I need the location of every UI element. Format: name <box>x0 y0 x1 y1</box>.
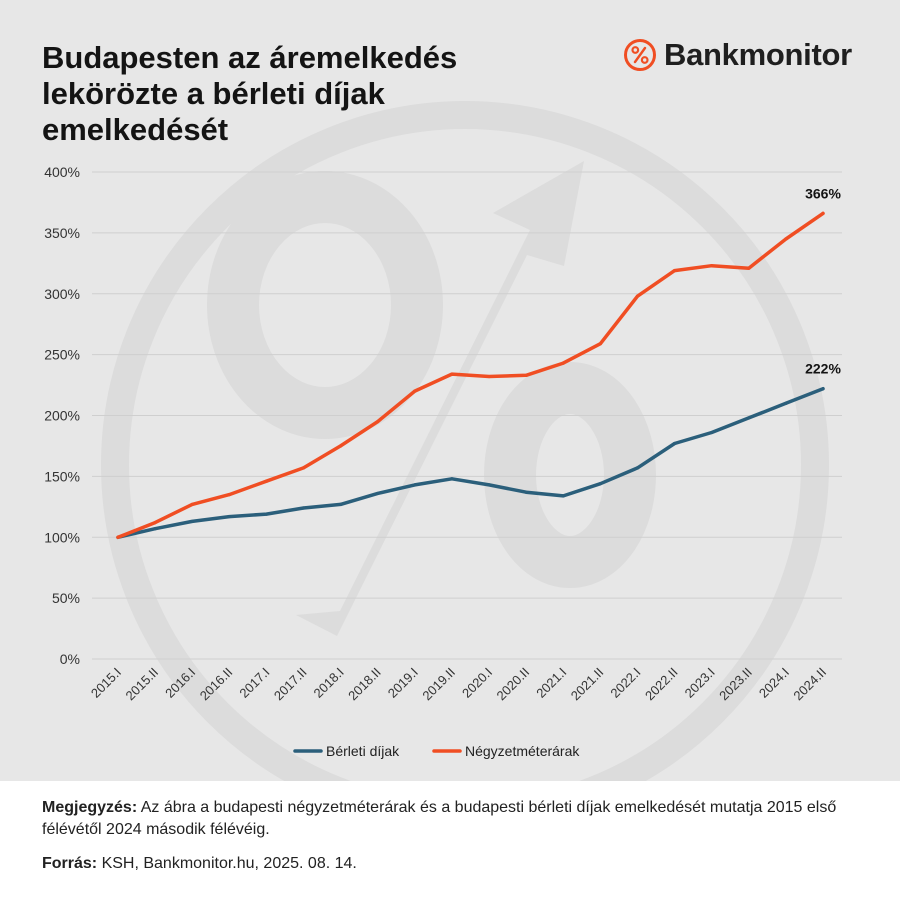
x-tick-label: 2018.I <box>311 665 347 701</box>
series-1-point <box>635 294 640 298</box>
chart-footer: Megjegyzés: Az ábra a budapesti négyzetm… <box>42 797 862 875</box>
series-1-point <box>524 373 528 377</box>
line-chart: 0% 50% 100% 150% 200% 250% 300% 350% 400% 2015.I… <box>44 101 842 781</box>
series-0-point <box>264 512 269 516</box>
x-tick-label: 2024.II <box>790 665 829 704</box>
series-0-point <box>376 491 380 496</box>
series-0-point <box>821 387 825 391</box>
series-0-point <box>561 494 565 498</box>
series-0-point <box>301 506 306 510</box>
series-0-point <box>784 401 788 405</box>
series-1-point <box>339 444 343 448</box>
x-tick-label: 2021.I <box>533 665 569 701</box>
source-text: KSH, Bankmonitor.hu, 2025. 08. 14. <box>97 855 357 872</box>
series-0-point <box>672 441 677 446</box>
x-tick-label: 2020.II <box>494 665 533 704</box>
series-1-line <box>116 211 825 540</box>
series-0-point <box>710 430 714 435</box>
series-0-end-label: 222% <box>805 361 841 377</box>
footnote: Megjegyzés: Az ábra a budapesti négyzetm… <box>42 797 862 841</box>
x-tick-label: 2019.II <box>419 665 458 704</box>
series-1-point <box>487 374 491 379</box>
series-1-point <box>747 266 751 270</box>
x-tick-label: 2017.I <box>236 665 272 701</box>
series-0-point <box>413 483 417 487</box>
series-1-point <box>153 521 157 525</box>
y-tick-label: 250% <box>44 347 80 363</box>
series-1-point <box>821 211 825 215</box>
series-0-point <box>747 416 751 420</box>
series-0-point <box>524 490 528 494</box>
series-0-point <box>153 527 157 531</box>
series-0-point <box>450 477 454 481</box>
series-1-point <box>116 535 120 539</box>
series-1-point <box>710 264 714 268</box>
chart-panel: 0% 50% 100% 150% 200% 250% 300% 350% 400% 2015.I… <box>0 0 900 781</box>
x-tick-label: 2022.I <box>607 665 643 701</box>
legend-label: Bérleti díjak <box>326 743 400 759</box>
x-tick-label: 2015.I <box>88 665 124 701</box>
series-0-line <box>116 386 825 540</box>
percent-arrow-watermark-icon <box>101 101 829 781</box>
series-1-point <box>227 493 231 497</box>
percent-circle-icon <box>624 39 656 71</box>
x-tick-label: 2022.II <box>642 665 681 704</box>
series-1-point <box>413 389 417 393</box>
chart-title: Budapesten az áremelkedés lekörözte a bé… <box>42 40 458 147</box>
series-1-point <box>301 466 306 470</box>
source-line: Forrás: KSH, Bankmonitor.hu, 2025. 08. 1… <box>42 853 862 875</box>
x-tick-label: 2020.I <box>459 665 495 701</box>
series-1-point <box>264 479 269 483</box>
note-label: Megjegyzés: <box>42 799 138 816</box>
legend-item: Négyzetméterárak <box>432 743 580 759</box>
y-tick-label: 300% <box>44 286 80 302</box>
series-1-point <box>561 361 565 365</box>
note-text: Az ábra a budapesti négyzetméterárak és … <box>42 799 837 838</box>
y-tick-label: 50% <box>52 590 80 606</box>
y-tick-label: 100% <box>44 529 80 545</box>
y-tick-label: 350% <box>44 225 80 241</box>
series-0-point <box>635 466 640 470</box>
brand-logo: Bankmonitor <box>623 37 852 72</box>
x-tick-label: 2018.II <box>345 665 384 704</box>
y-tick-label: 200% <box>44 408 80 424</box>
x-tick-label: 2021.II <box>568 665 607 704</box>
series-0-point <box>227 514 231 519</box>
series-1-point <box>450 372 454 376</box>
series-1-point <box>784 237 788 241</box>
x-tick-label: 2017.II <box>271 665 310 704</box>
x-tick-label: 2019.I <box>385 665 421 701</box>
series-1-point <box>190 502 194 506</box>
series-1-point <box>598 342 602 346</box>
brand-name: Bankmonitor <box>664 37 852 72</box>
y-tick-label: 400% <box>44 164 80 180</box>
series-1-point <box>672 269 677 273</box>
legend-item: Bérleti díjak <box>293 743 400 759</box>
series-1-end-label: 366% <box>805 185 841 201</box>
legend-label: Négyzetméterárak <box>465 743 580 759</box>
series-0-point <box>190 519 194 524</box>
series-1-point <box>376 419 380 424</box>
x-tick-label: 2015.II <box>123 665 162 704</box>
series-0-point <box>598 482 602 486</box>
series-0-point <box>339 502 343 506</box>
y-tick-label: 0% <box>60 651 80 667</box>
series-0-point <box>487 483 491 487</box>
y-tick-label: 150% <box>44 468 80 484</box>
source-label: Forrás: <box>42 855 98 872</box>
